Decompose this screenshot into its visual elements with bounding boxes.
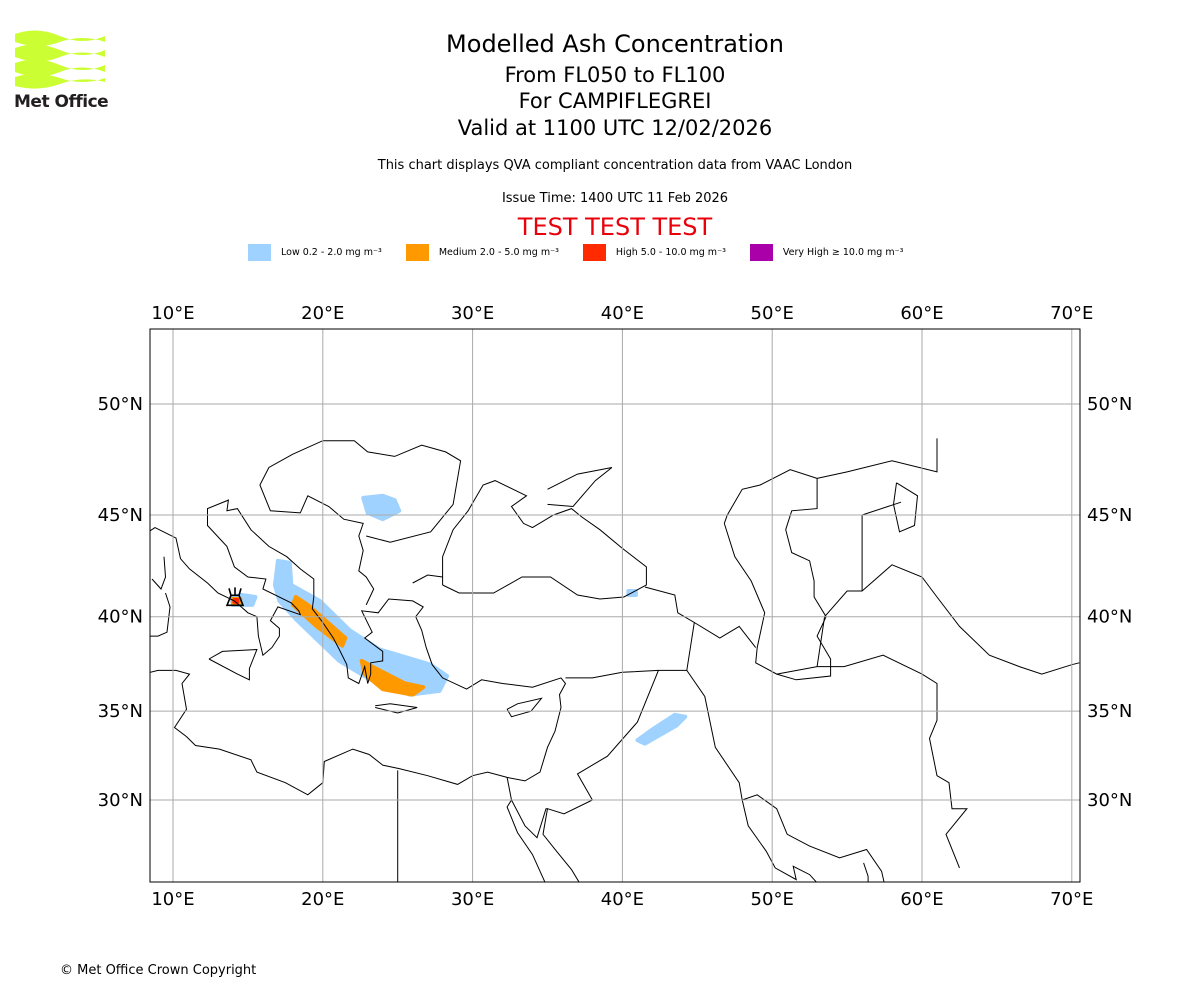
- met-office-logo: [15, 30, 105, 89]
- test-banner: TEST TEST TEST: [517, 213, 713, 241]
- coastline: [547, 467, 613, 508]
- valid-time: Valid at 1100 UTC 12/02/2026: [457, 116, 773, 140]
- coastline: [741, 799, 817, 882]
- lat-tick-label-right: 45°N: [1087, 505, 1132, 526]
- issue-time: Issue Time: 1400 UTC 11 Feb 2026: [501, 191, 729, 206]
- lon-tick-label-bottom: 60°E: [900, 889, 943, 910]
- lat-tick-label-right: 35°N: [1087, 701, 1132, 722]
- coastline: [723, 469, 832, 681]
- ash-layer: [229, 493, 688, 746]
- coastline: [892, 482, 919, 533]
- legend-item-very-high: Very High ≥ 10.0 mg m⁻³: [749, 244, 904, 261]
- legend-swatch: [749, 244, 773, 261]
- lon-tick-label-top: 10°E: [151, 303, 194, 324]
- coastline: [742, 794, 885, 882]
- lon-tick-label-top: 60°E: [900, 303, 943, 324]
- coastline: [511, 799, 580, 882]
- lon-tick-label-bottom: 20°E: [301, 889, 344, 910]
- lon-tick-label-top: 50°E: [751, 303, 794, 324]
- legend-item-medium: Medium 2.0 - 5.0 mg m⁻³: [405, 244, 559, 261]
- volcano-name: For CAMPIFLEGREI: [518, 89, 712, 113]
- coastline: [565, 586, 695, 679]
- coastline: [506, 777, 546, 882]
- coastline: [776, 654, 968, 869]
- lon-tick-label-top: 70°E: [1050, 303, 1093, 324]
- ash-region-low: [272, 558, 450, 697]
- coastline: [694, 622, 757, 648]
- coastline: [816, 438, 938, 479]
- map-frame: [149, 328, 1081, 883]
- lat-tick-label-left: 40°N: [98, 607, 143, 628]
- legend-label: High 5.0 - 10.0 mg m⁻³: [615, 247, 726, 258]
- lat-tick-label-left: 30°N: [98, 790, 143, 811]
- legend-swatch: [248, 244, 271, 261]
- legend-item-high: High 5.0 - 10.0 mg m⁻³: [582, 244, 726, 261]
- ash-region-medium: [359, 658, 426, 697]
- coastline: [506, 697, 543, 718]
- legend-label: Low 0.2 - 2.0 mg m⁻³: [281, 247, 382, 258]
- lat-tick-label-left: 35°N: [98, 701, 143, 722]
- coastline: [150, 499, 567, 796]
- volcano-icon: [225, 587, 245, 607]
- coastline: [412, 574, 443, 584]
- lat-tick-label-right: 40°N: [1087, 607, 1132, 628]
- coastlines: [150, 438, 1080, 882]
- coastline: [442, 480, 647, 600]
- volcano-marker: [225, 587, 245, 607]
- axis-ticks: 10°E 10°E 20°E 20°E 30°E 30°E 40°E 40°E 50°E 50°E…: [98, 303, 1133, 910]
- legend-label: Medium 2.0 - 5.0 mg m⁻³: [438, 247, 559, 258]
- legend-item-low: Low 0.2 - 2.0 mg m⁻³: [248, 244, 382, 261]
- coastline: [863, 862, 869, 882]
- lat-tick-label-right: 30°N: [1087, 790, 1132, 811]
- lat-tick-label-left: 45°N: [98, 505, 143, 526]
- legend: Low 0.2 - 2.0 mg m⁻³ Medium 2.0 - 5.0 mg…: [248, 244, 927, 261]
- lon-tick-label-bottom: 70°E: [1050, 889, 1093, 910]
- legend-label: Very High ≥ 10.0 mg m⁻³: [782, 247, 904, 258]
- lon-tick-label-top: 40°E: [601, 303, 644, 324]
- gridlines: [150, 329, 1080, 882]
- chart-description: This chart displays QVA compliant concen…: [377, 158, 853, 173]
- lon-tick-label-top: 20°E: [301, 303, 344, 324]
- lat-tick-label-left: 50°N: [98, 394, 143, 415]
- coastline: [816, 564, 1080, 675]
- copyright: © Met Office Crown Copyright: [60, 963, 257, 978]
- coastline: [208, 648, 258, 681]
- chart-title: Modelled Ash Concentration: [446, 30, 784, 58]
- coastline: [547, 670, 659, 815]
- lon-tick-label-bottom: 40°E: [601, 889, 644, 910]
- lon-tick-label-bottom: 50°E: [751, 889, 794, 910]
- lon-tick-label-top: 30°E: [451, 303, 494, 324]
- lon-tick-label-bottom: 10°E: [151, 889, 194, 910]
- logo-text: Met Office: [14, 92, 109, 112]
- legend-swatch: [405, 244, 429, 261]
- ash-region-low: [361, 493, 402, 522]
- lon-tick-label-bottom: 30°E: [451, 889, 494, 910]
- lat-tick-label-right: 50°N: [1087, 394, 1132, 415]
- legend-swatch: [582, 244, 606, 261]
- flight-levels: From FL050 to FL100: [504, 63, 726, 87]
- coastline: [259, 440, 462, 606]
- coastline: [861, 501, 902, 516]
- coastline: [151, 556, 167, 590]
- ash-region-low: [635, 712, 688, 746]
- coastline: [686, 670, 743, 801]
- coastline: [150, 592, 171, 637]
